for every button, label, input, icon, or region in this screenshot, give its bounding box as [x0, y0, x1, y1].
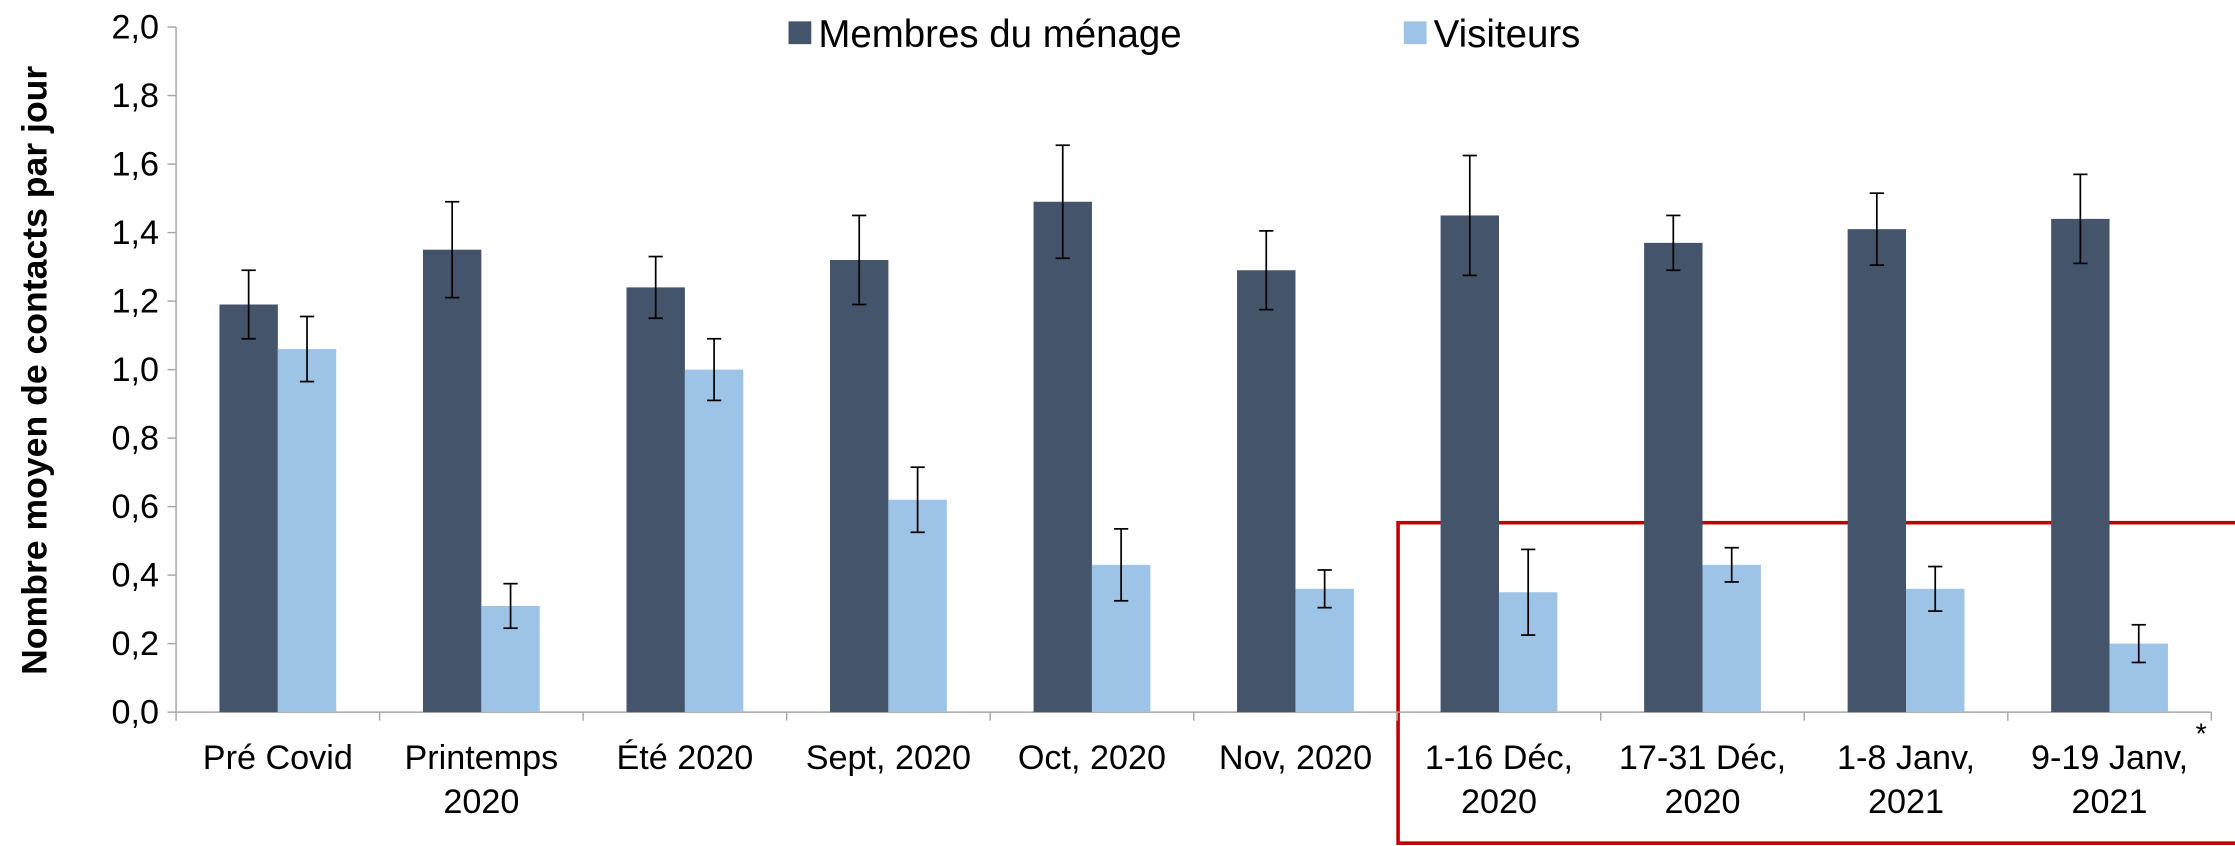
bar [1295, 588, 1354, 713]
error-bar [1869, 192, 1884, 266]
bar [1644, 242, 1703, 713]
legend-swatch [1403, 21, 1427, 45]
legend-label: Membres du ménage [818, 13, 1181, 56]
error-bar [1724, 546, 1739, 583]
x-tick-label: Été 2020 [616, 738, 753, 777]
error-bar [1055, 144, 1070, 260]
error-bar [648, 255, 663, 320]
error-bar [1462, 154, 1477, 277]
bar [888, 499, 947, 713]
bar [1440, 215, 1499, 713]
error-bar [445, 200, 460, 299]
x-tick-label: 1-8 Janv, [1837, 739, 1975, 777]
bar [277, 349, 337, 713]
y-tick-label: 0,2 [111, 625, 159, 663]
error-bar [1114, 528, 1129, 602]
y-tick-label: 1,4 [111, 214, 159, 252]
x-tick-label: Oct, 2020 [1018, 739, 1166, 777]
bar [1847, 229, 1907, 713]
error-bar [1928, 565, 1943, 612]
y-tick-label: 0,6 [111, 488, 159, 526]
x-tick-label: 2020 [1664, 783, 1740, 821]
x-tick-label: 2021 [2072, 783, 2148, 821]
bar [626, 287, 685, 713]
x-tick-label: 1-16 Déc, [1425, 739, 1573, 777]
annotation: * [2196, 718, 2207, 750]
y-tick-label: 1,0 [111, 351, 159, 389]
highlight-box [1396, 520, 2235, 845]
error-bar [852, 214, 867, 306]
legend-label: Visiteurs [1434, 13, 1581, 56]
y-tick-label: 0,8 [111, 419, 159, 457]
error-bar [1521, 548, 1536, 636]
error-bar [241, 269, 256, 340]
x-tick-label: 17-31 Déc, [1619, 739, 1786, 777]
bar [2051, 218, 2110, 713]
error-bar [299, 315, 315, 383]
error-bar [1666, 214, 1681, 272]
bar [830, 259, 889, 713]
bar [1033, 201, 1092, 713]
bar [219, 304, 278, 713]
x-tick-label: Sept, 2020 [806, 739, 971, 777]
x-tick-label: 2021 [1868, 783, 1944, 821]
y-tick-label: 0,0 [111, 694, 159, 732]
error-bar [1259, 230, 1274, 311]
y-tick-label: 0,4 [111, 557, 159, 595]
bar [684, 369, 744, 713]
x-tick-label: 2020 [1461, 783, 1537, 821]
y-tick-label: 2,0 [111, 8, 159, 46]
error-bar [503, 582, 518, 630]
bar [1237, 270, 1296, 713]
bar [1702, 564, 1761, 713]
error-bar [706, 337, 722, 402]
y-tick-label: 1,8 [111, 77, 159, 115]
x-tick-label: Printemps [404, 739, 558, 777]
x-tick-label: 9-19 Janv, [2031, 739, 2188, 777]
legend-swatch [788, 21, 812, 45]
error-bar [2131, 623, 2146, 664]
error-bar [910, 466, 925, 534]
y-tick-label: 1,2 [111, 282, 159, 320]
y-tick-label: 1,6 [111, 145, 159, 183]
x-tick-label: Nov, 2020 [1219, 739, 1372, 777]
bar [422, 249, 482, 713]
x-tick-label: Pré Covid [203, 739, 353, 777]
error-bar [2073, 173, 2088, 265]
x-tick-label: 2020 [443, 783, 519, 821]
error-bar [1317, 569, 1332, 609]
y-axis-label: Nombre moyen de contacts par jour [14, 66, 54, 675]
